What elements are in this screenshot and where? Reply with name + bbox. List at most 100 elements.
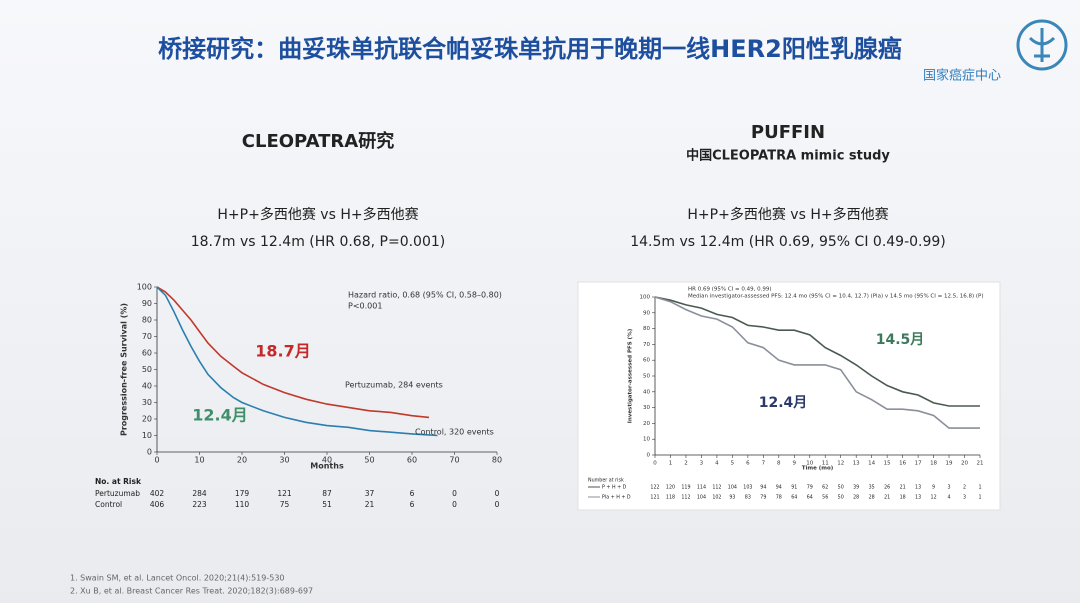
- x-tick-label: 2: [684, 461, 688, 467]
- y-tick-label: 70: [142, 332, 152, 341]
- risk-value: 83: [745, 495, 751, 501]
- panel-result: 14.5m vs 12.4m (HR 0.69, 95% CI 0.49-0.9…: [630, 234, 946, 250]
- panel-subtitle: 中国CLEOPATRA mimic study: [686, 148, 890, 164]
- risk-row-name: Pla + H + D: [602, 495, 631, 501]
- risk-value: 3: [963, 495, 966, 501]
- risk-table-title: No. at Risk: [95, 477, 142, 486]
- risk-value: 9: [932, 485, 935, 491]
- x-tick-label: 0: [154, 456, 159, 465]
- risk-value: 120: [666, 485, 675, 491]
- risk-value: 35: [869, 485, 875, 491]
- risk-value: 104: [728, 485, 737, 491]
- risk-value: 26: [884, 485, 890, 491]
- footnote: 1. Swain SM, et al. Lancet Oncol. 2020;2…: [70, 574, 285, 583]
- risk-value: 21: [900, 485, 906, 491]
- annotation: Hazard ratio, 0.68 (95% CI, 0.58–0.80): [348, 291, 502, 300]
- risk-value: 79: [760, 495, 766, 501]
- x-tick-label: 12: [837, 461, 844, 467]
- risk-value: 121: [650, 495, 659, 501]
- y-tick-label: 90: [643, 310, 650, 316]
- y-tick-label: 0: [647, 453, 651, 459]
- x-tick-label: 17: [915, 461, 922, 467]
- annotation: P<0.001: [348, 302, 382, 311]
- risk-value: 93: [729, 495, 735, 501]
- slide-title: 桥接研究：曲妥珠单抗联合帕妥珠单抗用于晚期一线HER2阳性乳腺癌: [158, 35, 902, 63]
- y-tick-label: 40: [142, 382, 152, 391]
- panel-title: CLEOPATRA研究: [242, 130, 394, 152]
- risk-value: 4: [948, 495, 951, 501]
- risk-value: 6: [410, 500, 415, 509]
- y-tick-label: 20: [643, 421, 650, 427]
- risk-value: 75: [280, 500, 290, 509]
- x-tick-label: 9: [793, 461, 797, 467]
- risk-row-name: Pertuzumab: [95, 489, 140, 498]
- x-tick-label: 13: [853, 461, 860, 467]
- panel-regimen: H+P+多西他赛 vs H+多西他赛: [217, 206, 418, 223]
- risk-value: 114: [697, 485, 706, 491]
- risk-value: 1: [978, 485, 981, 491]
- x-tick-label: 20: [237, 456, 247, 465]
- risk-value: 0: [452, 500, 457, 509]
- risk-value: 179: [235, 489, 250, 498]
- chart-panel: [577, 281, 1001, 511]
- annotation: HR 0.69 (95% CI = 0.49, 0.99): [688, 287, 772, 293]
- risk-value: 13: [915, 485, 921, 491]
- x-axis-label: Months: [310, 462, 344, 471]
- x-tick-label: 20: [961, 461, 968, 467]
- x-tick-label: 30: [279, 456, 289, 465]
- risk-value: 112: [681, 495, 690, 501]
- risk-value: 94: [776, 485, 782, 491]
- risk-value: 50: [838, 485, 844, 491]
- y-tick-label: 20: [142, 415, 152, 424]
- risk-row-name: Control: [95, 500, 122, 509]
- km-curve: [654, 296, 980, 429]
- risk-value: 104: [697, 495, 706, 501]
- risk-value: 102: [712, 495, 721, 501]
- risk-value: 28: [869, 495, 875, 501]
- risk-value: 51: [322, 500, 332, 509]
- y-tick-label: 70: [643, 342, 650, 348]
- risk-value: 78: [776, 495, 782, 501]
- footnote: 2. Xu B, et al. Breast Cancer Res Treat.…: [70, 587, 313, 596]
- y-tick-label: 60: [142, 349, 152, 358]
- callout: 12.4月: [759, 395, 808, 411]
- x-tick-label: 1: [669, 461, 673, 467]
- risk-value: 37: [365, 489, 375, 498]
- risk-value: 110: [235, 500, 250, 509]
- callout: 12.4月: [192, 406, 247, 425]
- risk-value: 13: [915, 495, 921, 501]
- y-tick-label: 90: [142, 299, 152, 308]
- y-tick-label: 30: [643, 405, 650, 411]
- logo-text: 国家癌症中心: [923, 68, 1001, 84]
- risk-value: 3: [948, 485, 951, 491]
- callout: 18.7月: [255, 342, 310, 361]
- y-axis-label: Progression-free Survival (%): [120, 303, 129, 436]
- y-tick-label: 80: [643, 326, 650, 332]
- risk-value: 21: [365, 500, 375, 509]
- risk-value: 2: [963, 485, 966, 491]
- x-tick-label: 0: [653, 461, 657, 467]
- km-curve: [156, 286, 430, 419]
- x-tick-label: 11: [822, 461, 829, 467]
- risk-value: 64: [791, 495, 797, 501]
- y-tick-label: 40: [643, 389, 650, 395]
- x-tick-label: 14: [868, 461, 875, 467]
- x-tick-label: 10: [194, 456, 204, 465]
- risk-value: 118: [666, 495, 675, 501]
- risk-value: 122: [650, 485, 659, 491]
- panel-regimen: H+P+多西他赛 vs H+多西他赛: [687, 206, 888, 223]
- annotation: Median investigator-assessed PFS: 12.4 m…: [688, 294, 983, 300]
- x-axis-label: Time (mo): [802, 466, 834, 472]
- x-tick-label: 15: [884, 461, 891, 467]
- y-tick-label: 10: [643, 437, 650, 443]
- logo-ring: [1016, 19, 1068, 71]
- km-curve: [156, 286, 438, 437]
- risk-value: 284: [192, 489, 207, 498]
- y-tick-label: 50: [643, 374, 650, 380]
- risk-value: 94: [760, 485, 766, 491]
- y-tick-label: 50: [142, 365, 152, 374]
- risk-value: 56: [822, 495, 828, 501]
- x-tick-label: 60: [407, 456, 417, 465]
- x-tick-label: 18: [930, 461, 937, 467]
